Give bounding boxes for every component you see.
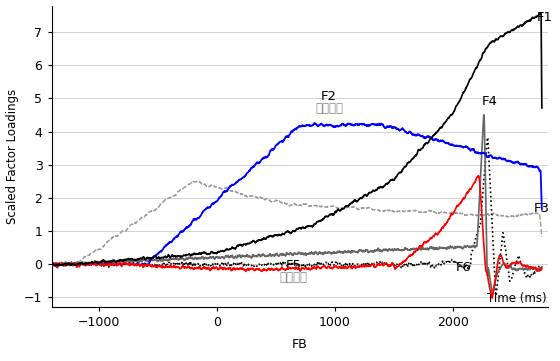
Text: 前期成分: 前期成分: [315, 102, 343, 115]
Text: F5: F5: [286, 258, 301, 271]
Y-axis label: Scaled Factor Loadings: Scaled Factor Loadings: [6, 89, 18, 224]
Text: F6: F6: [456, 261, 472, 274]
Text: F3: F3: [534, 201, 549, 214]
Text: F1: F1: [537, 11, 553, 24]
Text: Time (ms): Time (ms): [487, 292, 547, 305]
Text: 後期成分: 後期成分: [279, 270, 307, 283]
Text: F4: F4: [482, 95, 497, 108]
Text: F2: F2: [321, 90, 337, 103]
X-axis label: FB: FB: [292, 338, 307, 351]
